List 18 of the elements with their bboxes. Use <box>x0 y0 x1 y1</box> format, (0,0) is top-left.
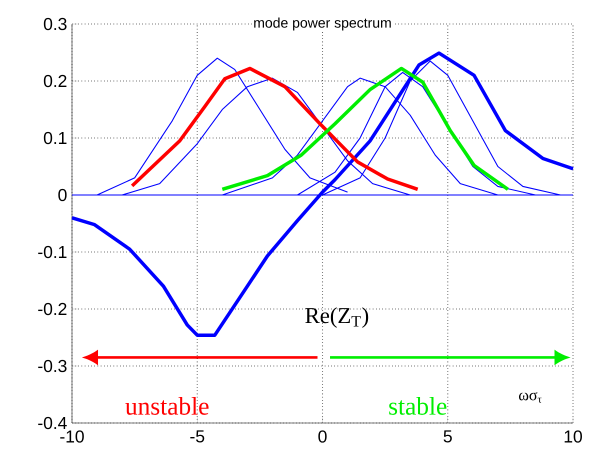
y-tick-label: -0.2 <box>38 302 66 316</box>
x-tick-label: 5 <box>444 430 452 442</box>
x-tick-label: 10 <box>564 430 582 443</box>
text: Re(Z$_{T}$) <box>305 307 368 328</box>
y-tick-label: -0.1 <box>38 246 66 258</box>
annotation: stable <box>389 397 446 415</box>
x-tick-label: -10 <box>60 430 84 443</box>
y-tick-label: 0 <box>58 188 67 202</box>
annotation: unstable <box>125 397 209 415</box>
chart-title: mode power spectrum <box>254 17 391 31</box>
x-axis-title: ωσ$_{τ}$ <box>518 392 542 403</box>
x-tick-label: -5 <box>190 430 204 442</box>
y-tick-label: 0.3 <box>44 18 67 30</box>
y-tick-label: -0.4 <box>38 416 67 430</box>
x-tick-label: 0 <box>318 430 327 443</box>
y-tick-label: 0.2 <box>44 74 66 88</box>
y-tick-label: -0.3 <box>38 360 67 372</box>
y-tick-label: 0.1 <box>44 132 66 144</box>
